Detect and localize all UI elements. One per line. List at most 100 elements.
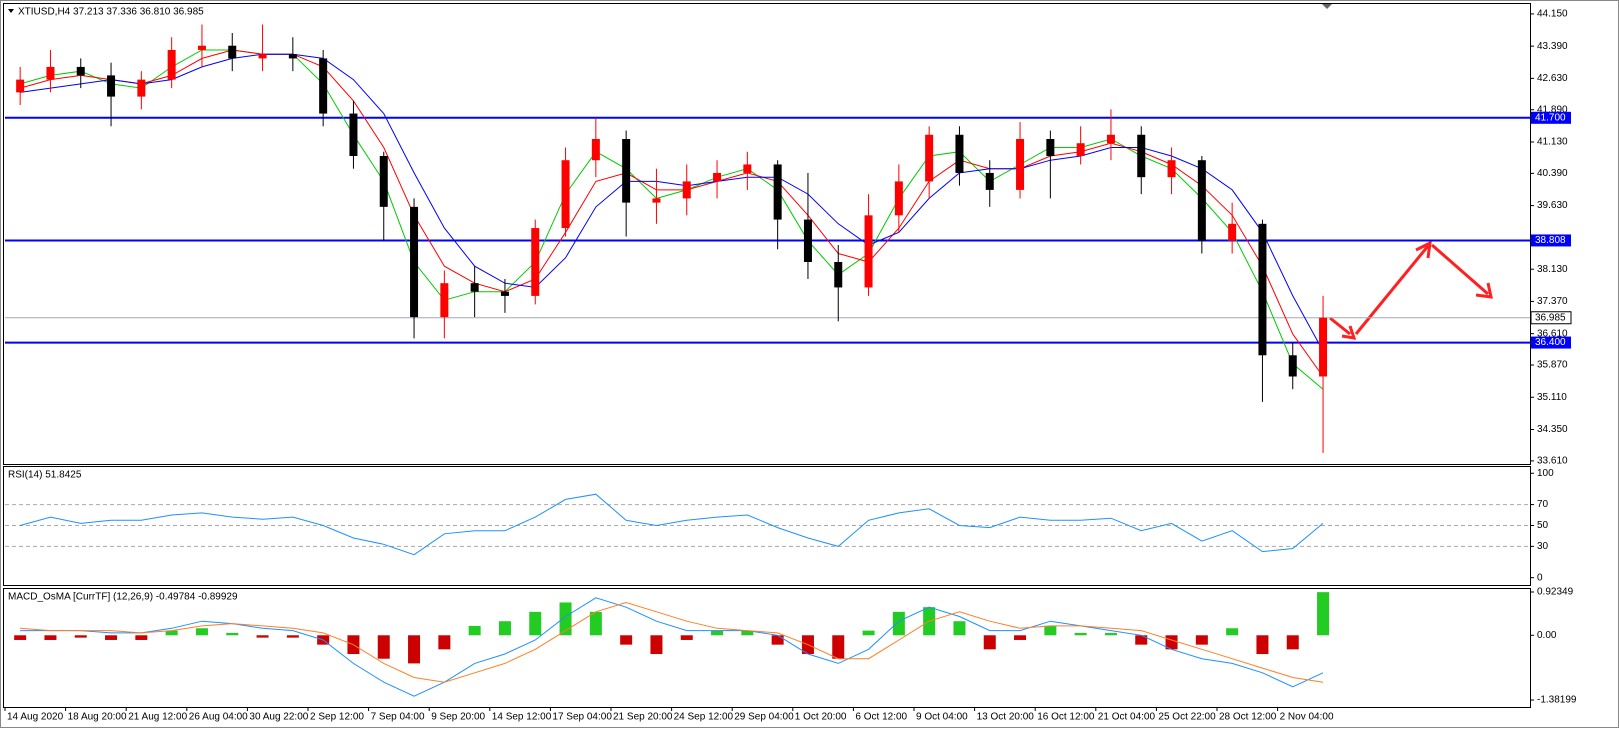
histogram-bar	[892, 611, 905, 636]
window-frame	[0, 0, 1619, 728]
candle-body	[652, 198, 661, 203]
histogram-bar	[589, 611, 602, 636]
x-tick-label: 6 Oct 12:00	[855, 712, 907, 723]
main-panel	[3, 3, 1531, 465]
level-label-box	[1531, 234, 1571, 247]
candle-body	[228, 45, 237, 59]
macd-title: MACD_OsMA [CurrTF] (12,26,9) -0.49784 -0…	[8, 592, 238, 603]
candle-body	[379, 155, 388, 207]
histogram-bar	[408, 635, 421, 664]
x-tick-label: 28 Oct 12:00	[1219, 712, 1277, 723]
main-title: XTIUSD,H4 37.213 37.336 36.810 36.985	[18, 7, 204, 18]
candle-body	[803, 219, 812, 262]
candle-body	[834, 261, 843, 288]
indicator-line	[20, 53, 1324, 352]
candle-body	[864, 215, 873, 288]
candle-body	[1167, 160, 1176, 178]
x-tick-label: 25 Oct 22:00	[1158, 712, 1216, 723]
histogram-bar	[1256, 635, 1269, 655]
y-tick-label: 39.630	[1537, 200, 1568, 211]
candle-body	[743, 164, 752, 173]
y-tick-label: 35.110	[1537, 392, 1567, 403]
y-tick-label: 35.870	[1537, 360, 1568, 371]
y-tick-label: -1.38199	[1537, 695, 1577, 706]
histogram-bar	[620, 635, 633, 645]
arrow-down	[1431, 243, 1489, 296]
indicator-line	[19, 493, 1324, 556]
current-price-label: 36.985	[1535, 312, 1566, 323]
candle-body	[773, 164, 782, 220]
histogram-bar	[135, 635, 148, 640]
x-tick-label: 9 Oct 04:00	[916, 712, 968, 723]
y-tick-label: 70	[1537, 499, 1549, 510]
x-tick-label: 21 Sep 20:00	[613, 712, 673, 723]
rsi-title: RSI(14) 51.8425	[8, 470, 82, 481]
y-tick-label: 38.130	[1537, 264, 1568, 275]
x-tick-label: 7 Sep 04:00	[371, 712, 425, 723]
histogram-bar	[105, 635, 118, 640]
histogram-bar	[256, 635, 269, 638]
rsi-panel	[3, 466, 1531, 586]
histogram-bar	[1195, 635, 1208, 645]
histogram-bar	[771, 635, 784, 645]
level-label-box	[1531, 336, 1571, 349]
x-tick-label: 21 Oct 04:00	[1098, 712, 1156, 723]
x-tick-label: 16 Oct 12:00	[1037, 712, 1095, 723]
candle-body	[319, 58, 328, 114]
arrow-head	[1415, 240, 1432, 259]
candle-body	[682, 181, 691, 199]
histogram-bar	[1104, 632, 1117, 636]
y-tick-label: 0.92349	[1537, 587, 1574, 598]
candle-body	[1016, 139, 1025, 190]
histogram-bar	[1135, 635, 1148, 645]
histogram-bar	[1014, 635, 1027, 640]
histogram-bar	[165, 630, 178, 636]
histogram-bar	[953, 621, 966, 636]
y-tick-label: 33.610	[1537, 456, 1568, 467]
candle-body	[713, 172, 722, 182]
x-tick-label: 24 Sep 12:00	[674, 712, 734, 723]
histogram-bar	[559, 602, 572, 636]
candle-body	[1076, 143, 1085, 156]
x-tick-label: 1 Oct 20:00	[795, 712, 847, 723]
level-label: 38.808	[1535, 235, 1566, 246]
x-tick-label: 9 Sep 20:00	[431, 712, 485, 723]
candle-body	[591, 139, 600, 161]
histogram-bar	[14, 635, 27, 640]
y-tick-label: 0	[1537, 572, 1543, 583]
y-tick-label: 37.370	[1537, 296, 1568, 307]
arrow-up	[1354, 245, 1430, 335]
candle-body	[76, 66, 85, 76]
histogram-bar	[529, 611, 542, 636]
histogram-bar	[1044, 625, 1057, 636]
x-tick-label: 14 Aug 2020	[7, 712, 64, 723]
histogram-bar	[680, 635, 693, 640]
candle-body	[1258, 223, 1267, 356]
candle-body	[925, 134, 934, 182]
macd-panel	[3, 588, 1531, 708]
histogram-bar	[832, 635, 845, 659]
histogram-bar	[498, 621, 511, 636]
histogram-bar	[286, 635, 299, 638]
level-label: 36.400	[1535, 337, 1566, 348]
y-tick-label: 30	[1537, 541, 1549, 552]
arrow-head	[1341, 325, 1357, 340]
shift-marker	[1322, 4, 1332, 9]
x-tick-label: 2 Nov 04:00	[1280, 712, 1334, 723]
y-tick-label: 44.150	[1537, 9, 1568, 20]
histogram-bar	[711, 630, 724, 636]
level-label: 41.700	[1535, 112, 1566, 123]
y-tick-label: 0.00	[1537, 630, 1557, 641]
candle-body	[410, 206, 419, 318]
menu-arrow	[8, 9, 14, 13]
histogram-bar	[74, 635, 87, 638]
candle-body	[1288, 355, 1297, 377]
candle-body	[470, 283, 479, 292]
candle-body	[137, 79, 146, 97]
x-tick-label: 30 Aug 22:00	[249, 712, 308, 723]
current-price-box	[1530, 311, 1572, 325]
y-tick-label: 50	[1537, 520, 1549, 531]
candle-body	[622, 139, 631, 203]
